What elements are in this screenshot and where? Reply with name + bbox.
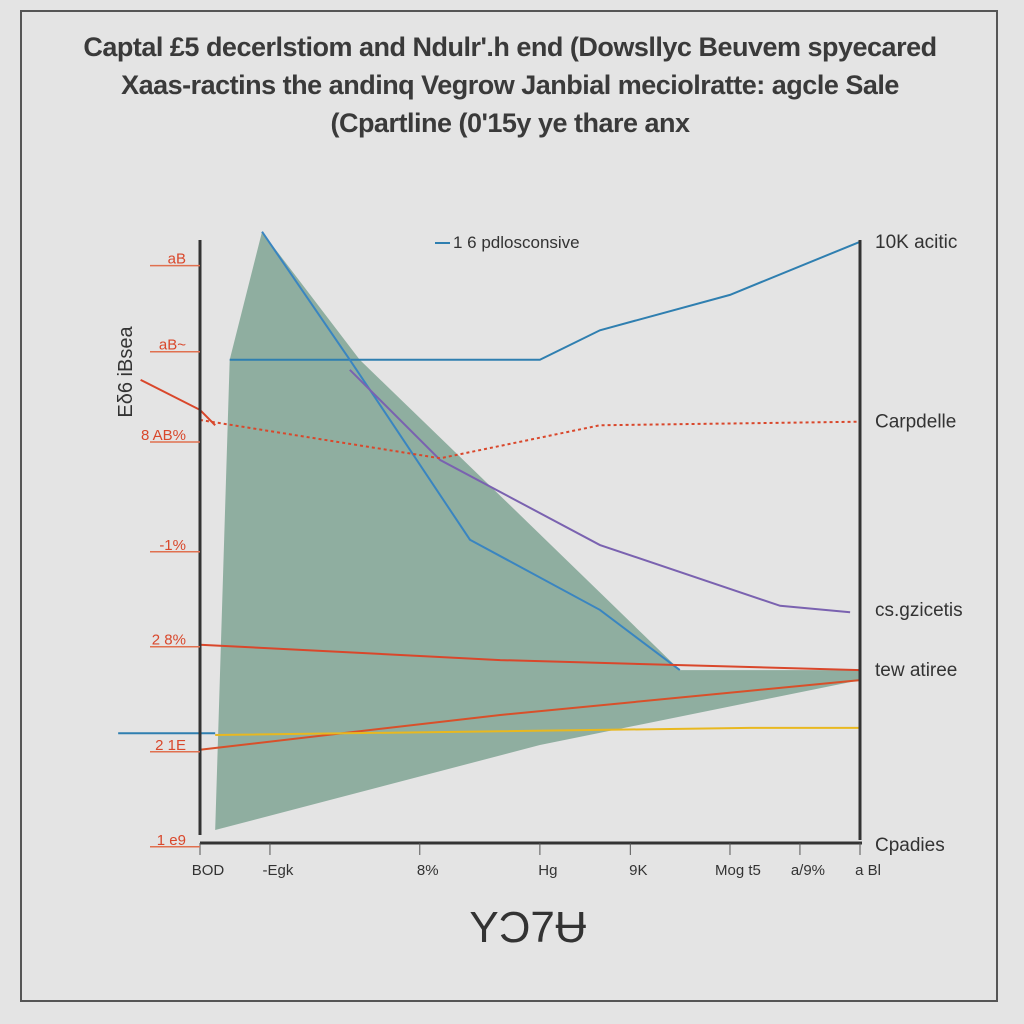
x-tick-label: a Bl (855, 862, 881, 879)
series-line-orange-rising (199, 679, 861, 751)
x-tick-label: 9K (629, 862, 647, 879)
right-series-label: 10K acitic (875, 232, 957, 253)
series-line-red-flat (199, 643, 861, 672)
series-line-red-short (140, 378, 216, 426)
chart-title-line-2: Xaas-ractins the andinq Vegrow Janbial m… (121, 70, 899, 100)
y-axis-label: Eδ6 iBsea (115, 326, 137, 418)
x-tick-label: BOD (192, 862, 225, 879)
series-line-blue-descending (261, 231, 681, 671)
y-tick-label: 8 AB% (141, 427, 186, 444)
series-line-red-dotted (199, 418, 861, 460)
x-tick-label: 8% (417, 862, 439, 879)
x-tick-label: -Egk (263, 862, 294, 879)
y-tick-label: 2 1E (155, 737, 186, 754)
chart-title-line-3: (Cpartline (0'15y ye thare anx (330, 108, 690, 138)
y-tick-label: -1% (159, 537, 186, 554)
x-tick-label: a/9% (791, 862, 825, 879)
y-tick-label: 1 e9 (157, 832, 186, 849)
x-tick-label: Mog t5 (715, 862, 761, 879)
right-series-label: Carpdelle (875, 412, 956, 433)
y-tick-label: aB (168, 251, 186, 268)
series-line-purple (349, 369, 851, 614)
area-fill (215, 231, 860, 831)
right-series-label: tew atiree (875, 660, 957, 681)
legend-label: 1 6 pdlosconsive (453, 233, 580, 252)
x-axis-label: YƆ7Ʉ (469, 903, 586, 952)
y-tick-label: 2 8% (152, 632, 186, 649)
chart-frame (20, 10, 998, 1002)
right-series-label: Cpadies (875, 835, 945, 856)
series-line-yellow (215, 726, 860, 737)
series-line-blue-upper (229, 240, 861, 361)
legend: 1 6 pdlosconsive (435, 233, 580, 252)
x-tick-label: Hg (538, 862, 557, 879)
right-series-label: cs.gzicetis (875, 600, 963, 621)
y-tick-label: aB~ (159, 337, 186, 354)
chart-title-line-1: Captal £5 decerlstiom and Ndulr'.h end (… (83, 32, 937, 62)
